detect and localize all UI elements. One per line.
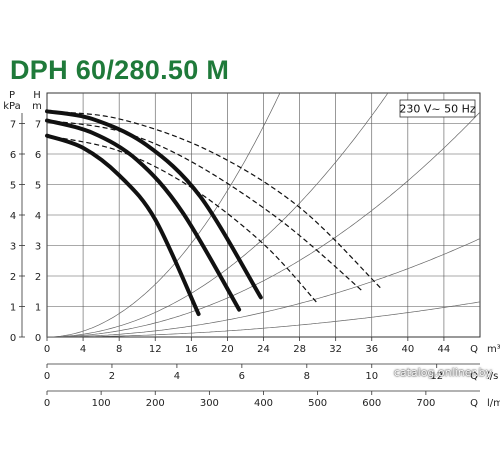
x-tick-label: 200 — [146, 398, 165, 409]
legend-box-text: 230 V~ 50 Hz — [399, 103, 475, 116]
y-axis-p-unit: kPa — [3, 101, 21, 112]
y-tick-label-h: 3 — [35, 242, 41, 253]
x-tick-label: 28 — [293, 344, 306, 355]
y-tick-label-p: 3 — [10, 242, 16, 253]
x-tick-label: 12 — [430, 371, 443, 382]
x-tick-label: 16 — [185, 344, 198, 355]
y-tick-label-h: 6 — [35, 150, 41, 161]
y-axis-h-unit: m — [32, 101, 42, 112]
x-tick-label: 20 — [221, 344, 234, 355]
watermark: catalog.onliner.by — [393, 366, 492, 379]
x-tick-label: 600 — [362, 398, 381, 409]
x-tick-label: 0 — [44, 344, 50, 355]
pump-curve-dashed — [46, 135, 319, 304]
x-tick-label: 500 — [308, 398, 327, 409]
y-tick-label-p: 6 — [10, 150, 16, 161]
x-tick-label: 0 — [44, 398, 50, 409]
system-curve — [47, 238, 480, 337]
pump-curve-solid — [45, 118, 242, 312]
y-tick-label-h: 0 — [35, 333, 41, 344]
x-tick-label: 4 — [80, 344, 86, 355]
chart-title: DPH 60/280.50 M — [10, 55, 230, 85]
x-tick-label: 0 — [44, 371, 50, 382]
y-tick-label-p: 0 — [10, 333, 16, 344]
pump-curve-solid — [45, 133, 201, 317]
y-tick-label-h: 2 — [35, 272, 41, 283]
legend-box — [399, 99, 476, 118]
x-axis-unit: l/min — [487, 398, 500, 409]
x-axis-unit: m³/h — [487, 344, 500, 355]
y-tick-label-h: 7 — [35, 120, 41, 131]
y-axis-p-symbol: P — [9, 90, 15, 101]
x-axis-name: Q — [470, 398, 478, 409]
pump-curve-solid — [45, 109, 263, 300]
system-curve — [47, 93, 281, 337]
x-tick-label: 8 — [116, 344, 122, 355]
x-tick-label: 300 — [200, 398, 219, 409]
x-tick-label: 32 — [329, 344, 342, 355]
y-tick-label-p: 4 — [10, 211, 16, 222]
y-tick-label-p: 7 — [10, 120, 16, 131]
system-curve — [47, 93, 389, 337]
y-tick-label-p: 2 — [10, 272, 16, 283]
x-axis-name: Q — [470, 344, 478, 355]
x-tick-label: 12 — [149, 344, 162, 355]
x-tick-label: 10 — [365, 371, 378, 382]
x-tick-label: 4 — [174, 371, 180, 382]
y-tick-label-p: 1 — [10, 303, 16, 314]
x-axis-unit: l/s — [487, 371, 498, 382]
pump-curve-dashed — [46, 119, 364, 292]
y-tick-label-h: 5 — [35, 181, 41, 192]
y-tick-label-p: 5 — [10, 181, 16, 192]
x-tick-label: 36 — [365, 344, 378, 355]
x-tick-label: 6 — [239, 371, 245, 382]
x-tick-label: 44 — [438, 344, 451, 355]
system-curve — [47, 301, 480, 337]
x-tick-label: 24 — [257, 344, 270, 355]
x-tick-label: 700 — [416, 398, 435, 409]
x-tick-label: 400 — [254, 398, 273, 409]
x-tick-label: 100 — [92, 398, 111, 409]
x-tick-label: 40 — [401, 344, 414, 355]
y-tick-label-h: 4 — [35, 211, 41, 222]
y-tick-label-h: 1 — [35, 303, 41, 314]
y-axis-h-symbol: H — [33, 90, 41, 101]
x-tick-label: 2 — [109, 371, 115, 382]
x-axis-name: Q — [470, 371, 478, 382]
x-tick-label: 8 — [304, 371, 310, 382]
system-curve — [47, 111, 480, 337]
